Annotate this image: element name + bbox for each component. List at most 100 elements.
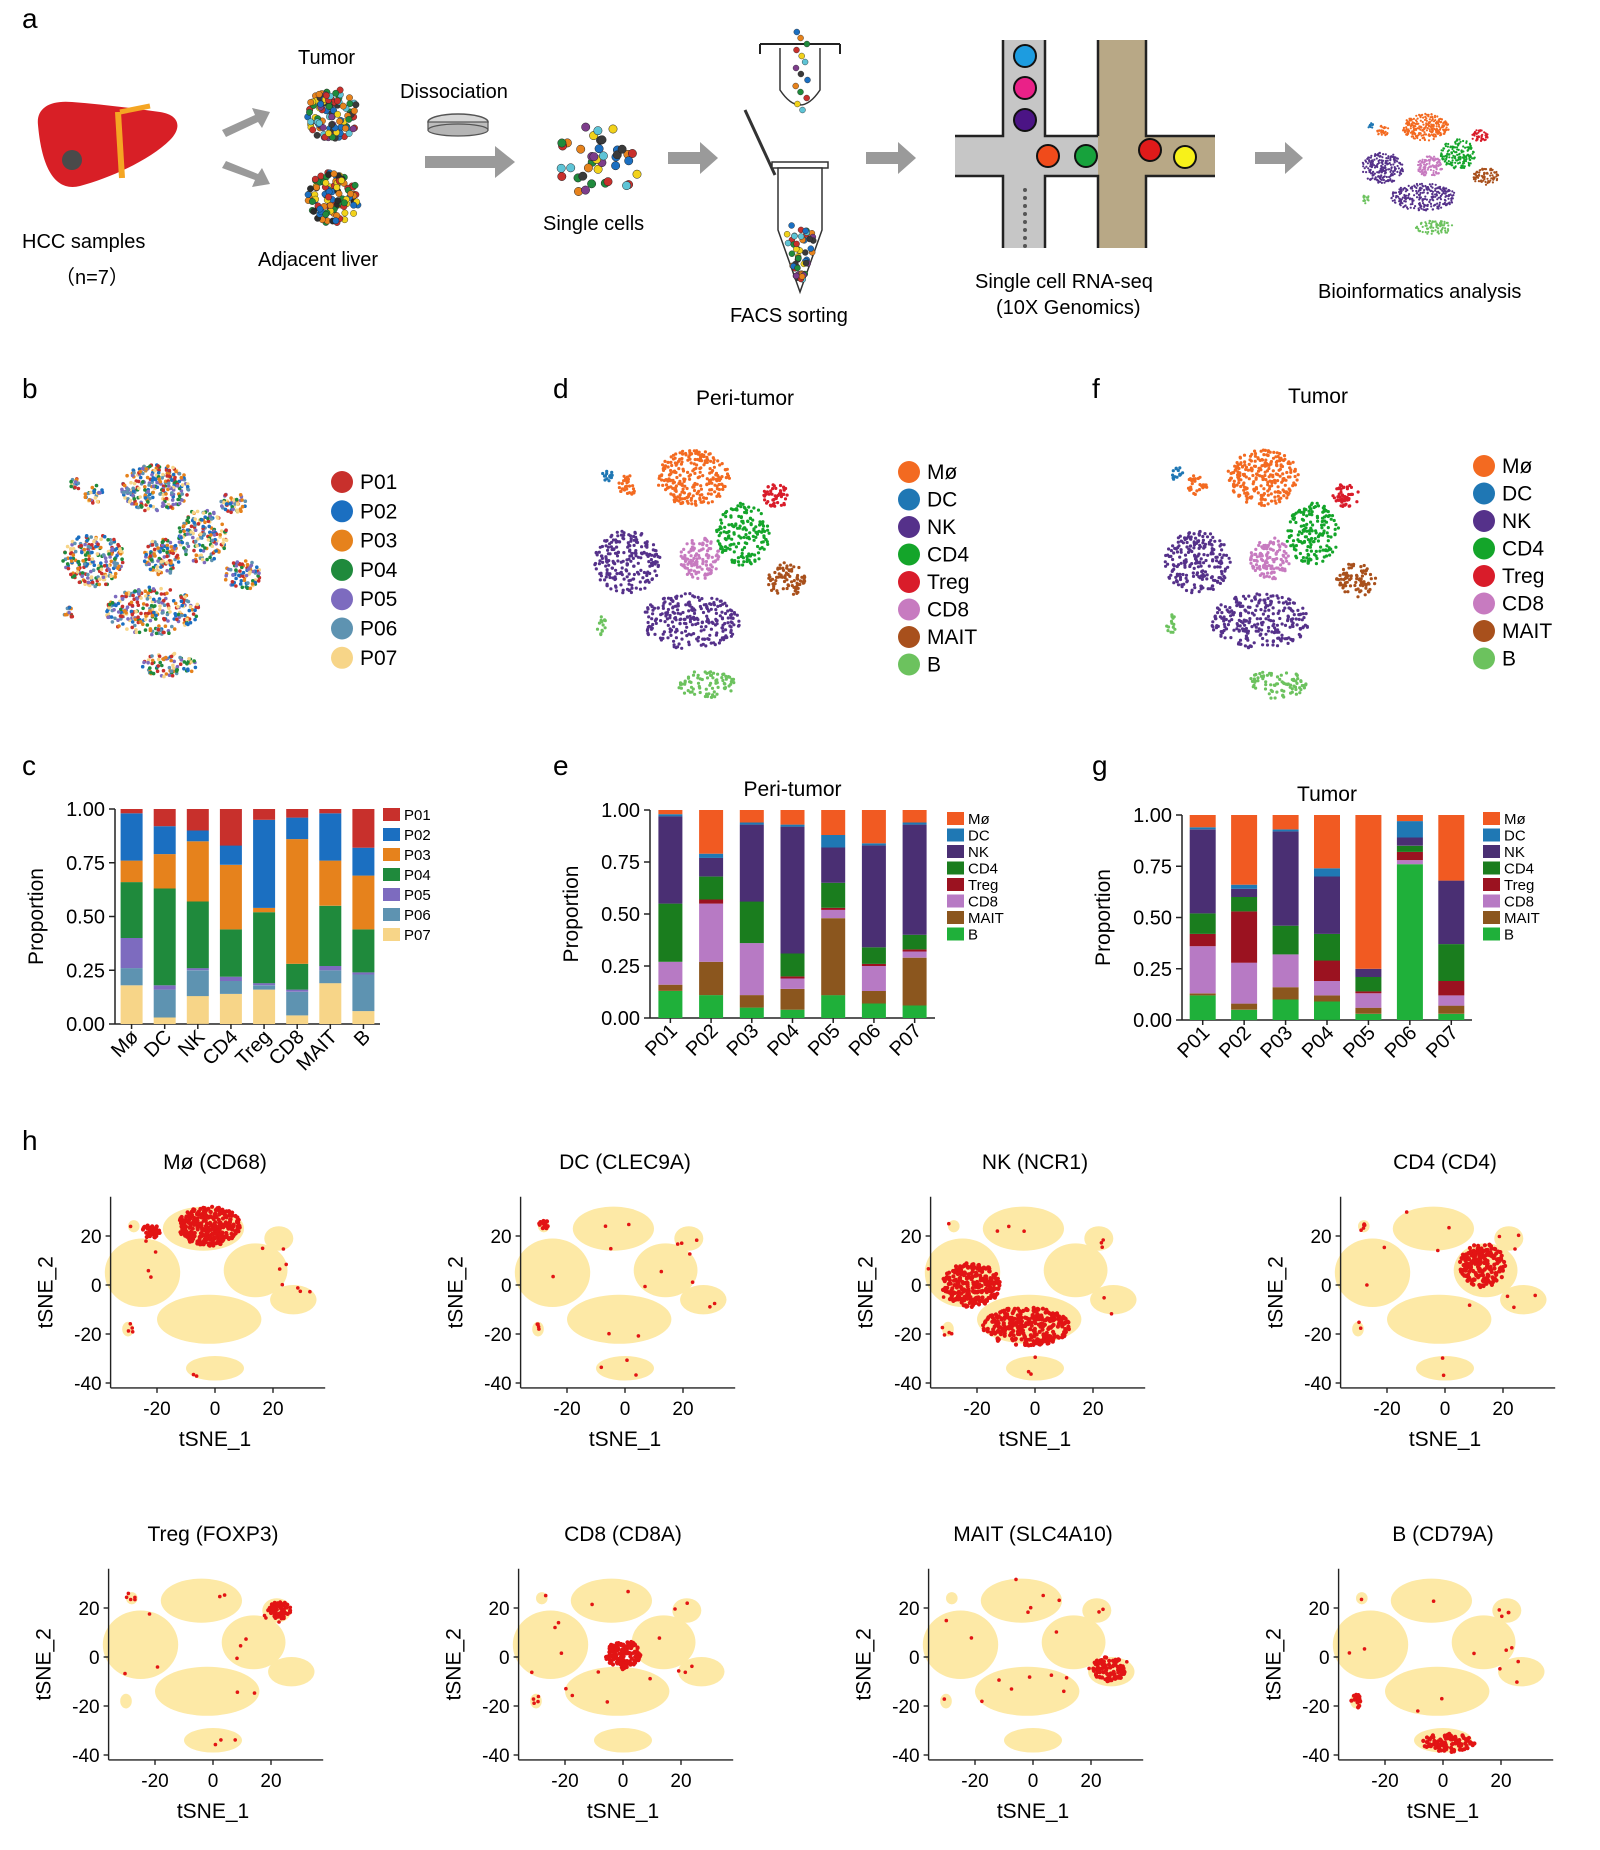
tsne-point <box>113 616 117 621</box>
tsne-point <box>646 627 650 632</box>
tsne-point <box>650 561 654 566</box>
tsne-point <box>1447 149 1450 152</box>
tsne-point <box>1445 157 1448 161</box>
tsne-point <box>650 553 654 557</box>
tsne-point <box>681 564 685 568</box>
tsne-point <box>670 620 675 624</box>
tsne-point <box>1410 122 1413 125</box>
tsne-point <box>713 623 718 627</box>
tsne-point <box>724 628 728 632</box>
tsne-point <box>1277 609 1281 613</box>
tsne-point <box>769 504 773 508</box>
tsne-point <box>666 636 670 640</box>
tsne-point <box>774 579 778 583</box>
tsne-point <box>1223 636 1227 640</box>
tsne-point <box>620 482 624 486</box>
legend-swatch <box>331 471 353 493</box>
tsne-point <box>697 489 701 493</box>
tsne-point <box>212 533 217 537</box>
tsne-point <box>1284 490 1289 494</box>
tsne-point <box>1417 227 1420 230</box>
tsne-point <box>1296 510 1300 514</box>
tsne-point <box>1406 207 1409 210</box>
tsne-point <box>1330 514 1335 518</box>
tsne-point <box>185 599 189 603</box>
tsne-point <box>724 476 728 480</box>
tsne-point <box>1216 580 1220 584</box>
tsne-point <box>81 559 85 563</box>
single-cells-icon <box>556 122 642 196</box>
tsne-point <box>1451 159 1454 162</box>
tsne-point <box>1379 180 1382 183</box>
tsne-point <box>1332 518 1336 523</box>
tsne-point <box>1418 230 1421 233</box>
tsne-point <box>1171 469 1175 473</box>
tsne-point <box>1278 616 1282 621</box>
tsne-point <box>1472 150 1475 153</box>
tsne-point <box>172 617 176 621</box>
tsne-point <box>767 531 771 535</box>
tsne-point <box>785 493 789 497</box>
tsne-point <box>796 583 800 587</box>
tsne-point <box>1479 169 1482 172</box>
tsne-point <box>1289 529 1294 533</box>
tsne-point <box>1213 539 1217 543</box>
tsne-point <box>756 508 761 512</box>
tsne-point <box>156 471 161 475</box>
tsne-point <box>728 547 732 551</box>
tsne-point <box>148 504 153 508</box>
facs-sorting-label: FACS sorting <box>730 305 848 327</box>
tsne-point <box>1374 176 1377 179</box>
tsne-point <box>1403 200 1406 203</box>
tsne-point <box>1176 468 1180 473</box>
tsne-point <box>603 578 607 582</box>
tsne-point <box>1345 485 1349 489</box>
tsne-point <box>780 575 784 579</box>
tsne-point <box>1389 170 1392 173</box>
tsne-point <box>243 559 248 563</box>
tsne-point <box>687 474 691 478</box>
tsne-point <box>1366 162 1369 165</box>
tsne-point <box>1432 199 1435 202</box>
tsne-point <box>1288 601 1292 605</box>
tsne-point <box>629 590 634 595</box>
tsne-point <box>1420 182 1423 185</box>
tsne-point <box>1186 550 1191 555</box>
tsne-point <box>1255 592 1259 596</box>
tsne-point <box>1432 169 1435 172</box>
tsne-point <box>163 537 168 542</box>
tsne-point <box>731 677 736 682</box>
tsne-point <box>692 485 696 489</box>
tsne-point <box>711 693 715 697</box>
tsne-point <box>138 495 142 499</box>
tsne-point <box>1179 548 1183 552</box>
tsne-point <box>1477 176 1480 179</box>
tsne-point <box>1281 472 1285 476</box>
tsne-point <box>1400 190 1403 193</box>
tsne-point <box>1338 483 1343 487</box>
tsne-point <box>167 606 171 611</box>
tsne-point <box>87 554 91 558</box>
tsne-point <box>1443 198 1446 201</box>
tsne-point <box>1438 187 1441 190</box>
tsne-point <box>634 535 638 539</box>
tsne-point <box>1308 506 1312 510</box>
tsne-point <box>726 546 730 550</box>
tsne-point <box>242 578 247 583</box>
tsne-point <box>205 557 209 562</box>
tsne-point <box>645 552 649 556</box>
tsne-point <box>91 501 95 505</box>
arrow-icon <box>222 161 270 187</box>
tsne-point <box>1396 170 1399 173</box>
tsne-point <box>1198 529 1202 534</box>
tsne-point <box>699 487 704 491</box>
tsne-point <box>704 563 709 567</box>
tsne-point <box>729 507 733 511</box>
tsne-point <box>709 602 713 607</box>
tsne-point <box>63 550 67 555</box>
tsne-point <box>1435 158 1438 161</box>
tsne-point <box>692 670 697 674</box>
tsne-point <box>1226 469 1230 473</box>
tsne-point <box>676 495 680 499</box>
